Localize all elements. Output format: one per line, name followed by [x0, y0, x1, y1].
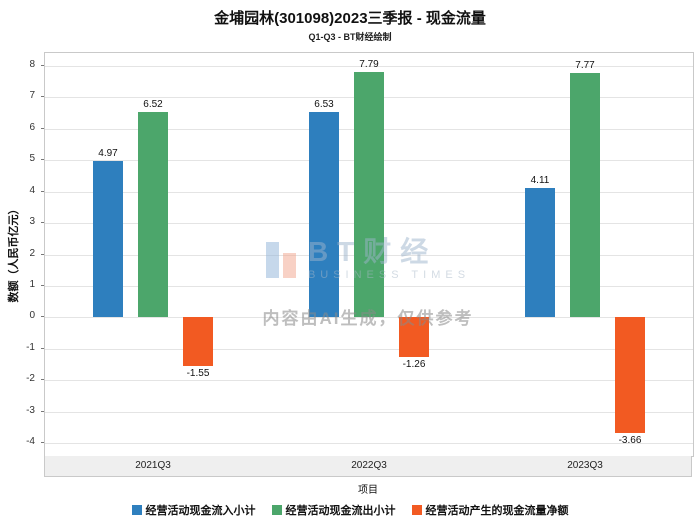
- bar-2022Q3-series-1: [354, 72, 384, 318]
- legend-swatch-icon: [411, 505, 422, 515]
- y-tick-mark: [41, 379, 45, 381]
- bar-2023Q3-series-1: [570, 72, 600, 318]
- y-tick-mark: [41, 284, 45, 286]
- gridline: [45, 411, 693, 413]
- x-tick-label: 2023Q3: [567, 460, 603, 471]
- x-tick-label: 2021Q3: [135, 460, 171, 471]
- y-tick-mark: [41, 96, 45, 98]
- y-tick-mark: [41, 442, 45, 444]
- legend-swatch-icon: [131, 505, 142, 515]
- y-tick-mark: [41, 64, 45, 66]
- bar-2023Q3-series-0: [525, 188, 555, 318]
- legend-swatch-icon: [271, 505, 282, 515]
- bar-value-label: -3.66: [618, 434, 642, 446]
- y-tick-label: 4: [29, 184, 35, 196]
- y-tick-label: 8: [29, 58, 35, 70]
- y-axis: 8 7 6 5 4 3 2 1 0 -1 -2 -3 -4: [0, 52, 45, 457]
- y-tick-label: 6: [29, 121, 35, 133]
- chart-subtitle: Q1-Q3 - BT财经绘制: [308, 32, 392, 42]
- bar-value-label: 4.97: [98, 147, 118, 159]
- legend: 经营活动现金流入小计 经营活动现金流出小计 经营活动产生的现金流量净额: [0, 502, 700, 518]
- y-tick-mark: [41, 159, 45, 161]
- x-axis-label: 项目: [358, 485, 378, 496]
- bar-value-label: -1.26: [402, 359, 426, 371]
- y-tick-label: -1: [26, 341, 35, 353]
- plot-area: 4.97 6.52 -1.55 6.53 7.79 -1.26 4.11 7.77 -3.66: [44, 52, 694, 457]
- y-tick-label: 0: [29, 310, 35, 322]
- bar-2022Q3-series-0: [309, 111, 339, 318]
- bar-value-label: 7.77: [575, 59, 595, 71]
- y-tick-label: 7: [29, 90, 35, 102]
- bar-value-label: 4.11: [530, 175, 550, 187]
- y-tick-mark: [41, 222, 45, 224]
- y-tick-mark: [41, 347, 45, 349]
- bar-2021Q3-series-0: [93, 160, 123, 318]
- bar-2021Q3-series-1: [138, 112, 168, 318]
- x-tick-label: 2022Q3: [351, 460, 387, 471]
- bar-2022Q3-series-2: [399, 317, 429, 358]
- legend-item-1: 经营活动现金流出小计: [271, 502, 396, 518]
- bar-value-label: 6.52: [143, 99, 163, 111]
- y-tick-label: -2: [26, 373, 35, 385]
- y-tick-mark: [41, 253, 45, 255]
- bar-value-label: -1.55: [186, 368, 210, 380]
- y-tick-label: 5: [29, 153, 35, 165]
- y-tick-mark: [41, 127, 45, 129]
- y-tick-mark: [41, 316, 45, 318]
- chart-title: 金埔园林(301098)2023三季报 - 现金流量: [214, 10, 486, 27]
- x-axis-category-strip: 2021Q3 2022Q3 2023Q3: [44, 456, 692, 477]
- y-tick-mark: [41, 190, 45, 192]
- legend-item-label: 经营活动现金流入小计: [145, 505, 256, 517]
- bar-2023Q3-series-2: [615, 317, 645, 433]
- legend-item-label: 经营活动现金流出小计: [285, 505, 396, 517]
- y-tick-label: 3: [29, 216, 35, 228]
- gridline: [45, 443, 693, 445]
- gridline: [45, 348, 693, 350]
- gridline: [45, 317, 693, 319]
- y-tick-label: -3: [26, 404, 35, 416]
- gridline: [45, 65, 693, 67]
- gridline: [45, 380, 693, 382]
- y-tick-label: 1: [29, 278, 35, 290]
- legend-item-2: 经营活动产生的现金流量净额: [411, 502, 569, 518]
- bar-value-label: 6.53: [314, 98, 334, 110]
- y-tick-label: 2: [29, 247, 35, 259]
- legend-item-label: 经营活动产生的现金流量净额: [425, 505, 569, 517]
- bar-value-label: 7.79: [359, 59, 379, 71]
- bar-2021Q3-series-2: [183, 317, 213, 367]
- legend-item-0: 经营活动现金流入小计: [131, 502, 256, 518]
- y-tick-mark: [41, 410, 45, 412]
- y-tick-label: -4: [26, 436, 35, 448]
